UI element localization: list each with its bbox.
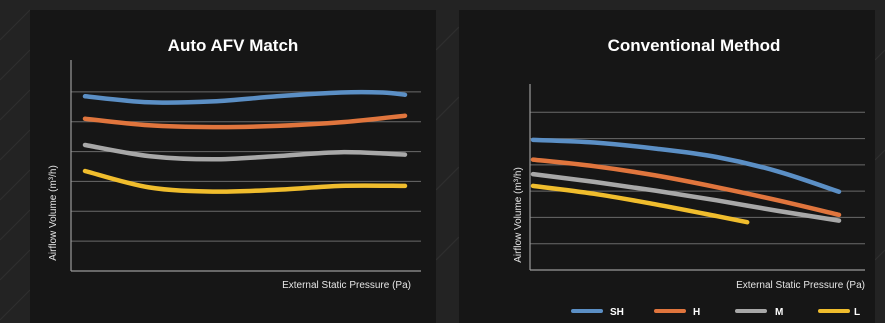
x-axis-label: External Static Pressure (Pa) bbox=[736, 280, 865, 291]
series-line-sh bbox=[530, 137, 842, 194]
series-line-sh bbox=[82, 89, 408, 105]
chart-title: Conventional Method bbox=[608, 36, 781, 55]
legend-label-l: L bbox=[854, 307, 860, 318]
legend-label-h: H bbox=[693, 307, 700, 318]
series-line-m bbox=[82, 142, 408, 162]
series-line-l bbox=[530, 183, 750, 225]
legend-label-sh: SH bbox=[610, 307, 624, 318]
series-line-h bbox=[82, 113, 408, 130]
y-axis-label: Airflow Volume (m³/h) bbox=[513, 167, 524, 263]
chart-auto-afv-match: Auto AFV Match External Static Pressure … bbox=[48, 36, 421, 291]
chart-title: Auto AFV Match bbox=[168, 36, 299, 55]
series-line-h bbox=[530, 157, 842, 218]
legend-label-m: M bbox=[775, 307, 783, 318]
series-line-l bbox=[82, 168, 408, 194]
x-axis-label: External Static Pressure (Pa) bbox=[282, 280, 411, 291]
legend: SH H M L bbox=[571, 307, 860, 318]
chart-panel-auto-afv: Auto AFV Match External Static Pressure … bbox=[30, 10, 436, 323]
y-axis-label: Airflow Volume (m³/h) bbox=[48, 165, 59, 261]
chart-panel-conventional: Conventional Method External Static Pres… bbox=[459, 10, 875, 323]
chart-conventional-method: Conventional Method External Static Pres… bbox=[513, 36, 865, 318]
series-line-m bbox=[530, 171, 842, 223]
